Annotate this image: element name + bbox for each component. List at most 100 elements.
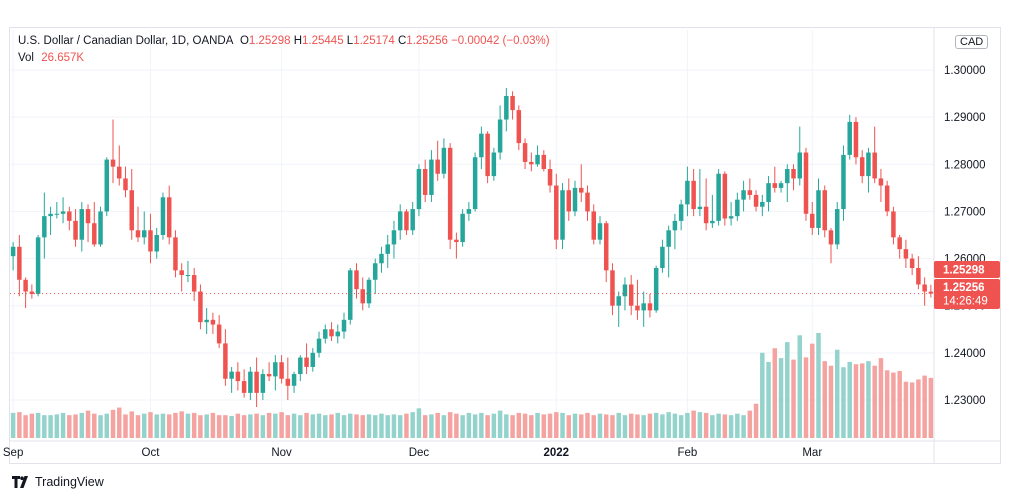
chart-frame[interactable] (9, 27, 1001, 464)
candle-body (778, 183, 784, 188)
candle-body (541, 154, 547, 170)
volume-bar (279, 412, 284, 438)
candle-body (260, 374, 266, 393)
volume-bar (35, 412, 41, 438)
candle-body (435, 159, 440, 174)
price-tick-label: 1.30000 (944, 65, 986, 77)
volume-bar (741, 415, 746, 438)
volume-bar (366, 414, 372, 438)
candle-body (360, 289, 365, 304)
candle-body (691, 180, 696, 210)
footer-branding[interactable]: TradingView (12, 475, 104, 489)
candle-body (810, 213, 815, 228)
candle-body (554, 185, 559, 240)
open-price-tag: 1.25298 (943, 265, 985, 277)
candle-body (17, 246, 22, 280)
candle-body (710, 220, 715, 224)
volume-bar (697, 412, 703, 438)
volume-bar (416, 408, 422, 438)
candle-body (216, 324, 222, 344)
candle-body (241, 381, 247, 393)
volume-bar (497, 410, 503, 438)
candle-body (535, 154, 540, 165)
volume-bar (10, 412, 16, 438)
volume-bar (154, 414, 159, 438)
candle-body (248, 371, 253, 393)
close-value: 1.25256 (406, 35, 448, 47)
candle-body (48, 213, 53, 217)
volume-bar (728, 415, 734, 438)
volume-bar (560, 412, 565, 438)
high-value: 1.25445 (302, 35, 344, 47)
volume-legend[interactable]: Vol 26.657K (18, 52, 84, 64)
candle-body (447, 147, 453, 240)
volume-bar (722, 414, 728, 438)
candle-body (728, 216, 734, 219)
volume-bar (298, 415, 303, 438)
volume-bar (834, 349, 840, 438)
candle-body (666, 230, 671, 247)
candle-body (179, 270, 184, 276)
candle-body (460, 213, 465, 243)
volume-bar (510, 415, 515, 438)
candle-body (697, 206, 703, 210)
candle-body (291, 374, 297, 386)
volume-value: 26.657K (41, 52, 85, 64)
candle-body (722, 173, 728, 219)
candle-body (191, 275, 197, 292)
volume-bar (173, 412, 178, 438)
low-label: L (346, 35, 354, 47)
volume-bar (410, 412, 415, 438)
volume-bar (491, 413, 497, 438)
volume-bars (10, 333, 934, 438)
volume-bar (504, 414, 509, 438)
candle-body (878, 178, 884, 186)
currency-badge[interactable]: CAD (955, 35, 989, 49)
candle-body (735, 199, 740, 217)
time-tick-label: Nov (271, 447, 292, 459)
candle-body (610, 270, 615, 306)
volume-bar (60, 412, 66, 438)
candle-body (672, 220, 678, 231)
time-tick-label: Dec (409, 447, 430, 459)
candle-body (173, 237, 178, 271)
volume-bar (547, 413, 553, 438)
candle-body (310, 352, 316, 367)
candle-body (235, 371, 241, 382)
price-tick-label: 1.28000 (944, 159, 986, 171)
candle-body (922, 284, 927, 292)
volume-bar (185, 413, 191, 438)
candle-body (92, 223, 97, 245)
volume-bar (198, 415, 203, 438)
candle-body (616, 296, 621, 306)
volume-bar (223, 415, 228, 438)
candle-body (397, 211, 403, 231)
volume-bar (260, 415, 266, 438)
volume-bar (466, 412, 472, 438)
time-axis[interactable]: Sep Oct Nov Dec 2022 Feb Mar (3, 447, 822, 459)
candle-body (653, 267, 659, 311)
candle-body (504, 95, 509, 120)
volume-bar (479, 412, 484, 438)
candle-body (566, 190, 572, 212)
candle-body (129, 190, 134, 231)
candle-body (785, 169, 790, 184)
candle-body (884, 185, 890, 212)
candle-body (753, 194, 759, 207)
volume-bar (129, 411, 134, 438)
candle-body (547, 169, 553, 186)
volume-label: Vol (18, 52, 34, 64)
volume-bar (916, 379, 921, 438)
candle-body (822, 190, 827, 231)
candle-body (273, 362, 278, 377)
volume-bar (591, 415, 596, 438)
volume-bar (810, 343, 815, 438)
price-tick-label: 1.27000 (944, 206, 986, 218)
symbol-legend[interactable]: U.S. Dollar / Canadian Dollar, 1D, OANDA… (18, 35, 550, 47)
candle-body (859, 157, 865, 177)
volume-bar (884, 370, 890, 438)
volume-bar (616, 412, 621, 438)
volume-bar (179, 411, 184, 438)
candle-body (198, 291, 203, 323)
